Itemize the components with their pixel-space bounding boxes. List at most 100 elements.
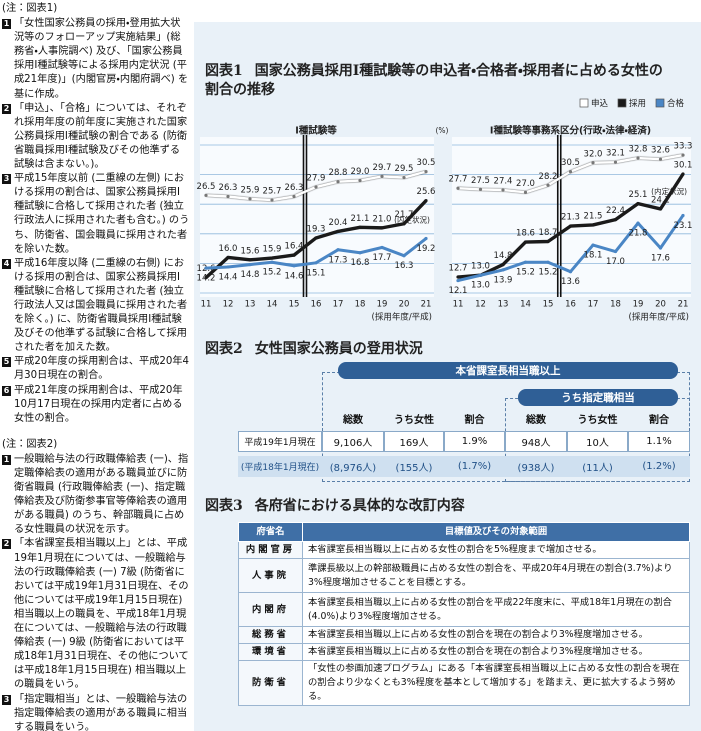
x-tick-label: 18	[355, 300, 366, 310]
x-tick-label: 13	[245, 300, 256, 310]
subgroup-banner: うち指定職相当	[518, 389, 678, 406]
legend-swatch	[579, 98, 589, 108]
data-label: 29.5	[395, 164, 414, 174]
notes-figure2: (注：図表2) 1 一般職給与法の行政職俸給表 (一)、指定職俸給表の適用がある職員…	[2, 438, 190, 731]
data-label: 22.4	[606, 206, 625, 216]
point	[314, 236, 318, 240]
charts: 申込 採用 合格 Ⅰ種試験等 (%) 11 12 13 14 15 16 17 18 19 20 21 (採用年…	[197, 98, 693, 323]
data-label: 20.4	[329, 218, 348, 228]
table-row: 内閣府 本省課室長相当職以上に占める女性の割合を平成22年度末に、平成18年1月現…	[238, 592, 690, 627]
notes-figure1: (注：図表1) 1 「女性国家公務員の採用・登用拡大状況等のフォローアップ実施結果」…	[2, 2, 190, 426]
point	[636, 202, 640, 206]
table-row: 内閣官房 本省課室長相当職以上に占める女性の割合を5%程度まで増加させる。	[238, 541, 690, 559]
ministry-name: 環境省	[238, 643, 303, 661]
column-header: 総数	[526, 414, 546, 426]
point	[591, 161, 595, 165]
note-item: 1 「女性国家公務員の採用・登用拡大状況等のフォローアップ実施結果」(総務省・人事…	[2, 17, 190, 102]
point	[204, 276, 208, 280]
data-label: 18.1	[584, 251, 603, 261]
ministry-name: 総務省	[238, 626, 303, 644]
table-cell: 9,106人	[322, 431, 384, 452]
note-number: 6	[2, 385, 11, 396]
point	[204, 266, 208, 270]
point	[681, 213, 685, 218]
x-tick-label: 11	[453, 300, 464, 310]
annotation: (内定状況)	[651, 186, 687, 196]
target-text: 本省課室長相当職以上に占める女性の割合を現在の割合より3%程度増加させる。	[302, 626, 690, 644]
point	[568, 170, 573, 174]
data-label: 14.8	[241, 270, 260, 280]
data-label: 30.5	[561, 158, 580, 168]
column-header: 割合	[464, 414, 485, 426]
point	[591, 243, 595, 247]
plot-area	[200, 137, 434, 297]
note-number: 4	[2, 258, 11, 269]
figure2-heading: 図表2 女性国家公務員の登用状況	[205, 338, 423, 358]
data-label: 19.3	[307, 224, 326, 234]
point	[226, 265, 230, 269]
x-tick-label: 19	[633, 300, 644, 310]
data-label: 15.2	[539, 268, 558, 278]
table3: 府省名 目標値及びその対象範囲 内閣官房 本省課室長相当職以上に占める女性の割合を5%…	[238, 522, 690, 706]
data-label: 21.8	[629, 229, 648, 239]
x-tick-label: 14	[520, 300, 531, 310]
point	[501, 188, 505, 192]
note-item: 3 「指定職相当」とは、一般職給与法の指定職俸給表の適用がある職員に相当する職員を…	[2, 693, 190, 731]
data-label: 14.2	[197, 274, 216, 284]
table-cell: (155人)	[384, 456, 444, 477]
note-text: 「指定職相当」とは、一般職給与法の指定職俸給表の適用がある職員に相当する職員をい…	[14, 693, 188, 731]
table-cell: (1.2%)	[628, 456, 690, 477]
point	[613, 217, 618, 222]
note-item: 5 平成20年度の採用割合は、平成20年4月30日現在の割合。	[2, 355, 190, 383]
table-cell: 1.1%	[628, 431, 690, 452]
notes-heading: (注：図表1)	[2, 3, 58, 14]
point	[456, 186, 460, 190]
data-label: 21.5	[584, 211, 603, 221]
data-label: 26.3	[285, 183, 304, 193]
x-tick-label: 13	[498, 300, 509, 310]
note-number: 3	[2, 694, 11, 705]
data-label: 16.3	[395, 261, 414, 271]
note-item: 1 一般職給与法の行政職俸給表 (一)、指定職俸給表の適用がある職員並びに防衛省職…	[2, 453, 190, 538]
note-text: 「申込」、「合格」については、それぞれ採用年度の前年度に実施された国家公務員採用…	[14, 102, 188, 171]
data-label: 27.4	[494, 176, 513, 186]
note-text: 「本省課室長相当職以上」とは、平成19年1月現在については、一般職給与法の行政職…	[14, 538, 189, 691]
ministry-name: 内閣府	[238, 592, 303, 627]
note-text: 平成16年度以降 (二重線の右側) における採用の割合は、国家公務員採用Ⅰ種試験…	[14, 257, 188, 354]
data-label: 14.4	[219, 272, 238, 282]
table-cell: (8,976人)	[322, 456, 384, 477]
data-label: 13.0	[471, 281, 490, 291]
x-tick-label: 12	[475, 300, 486, 310]
point	[402, 222, 406, 226]
notes: (注：図表1) 1 「女性国家公務員の採用・登用拡大状況等のフォローアップ実施結果」…	[2, 2, 190, 731]
point	[456, 278, 460, 283]
point	[658, 207, 663, 211]
figure-label: 図表3	[205, 498, 243, 514]
column-header: 総数	[343, 414, 363, 426]
point	[478, 187, 483, 191]
annotation: (内定状況)	[394, 215, 430, 225]
note-item: 6 平成21年度の採用割合は、平成20年10月17日現在の採用内定者に占める女性の…	[2, 384, 190, 426]
data-label: 26.5	[197, 182, 216, 192]
note-number: 1	[2, 454, 11, 465]
data-label: 16.0	[219, 244, 238, 254]
point	[591, 223, 595, 227]
point	[402, 254, 406, 258]
point	[424, 199, 428, 203]
target-text: 本省課室長相当職以上に占める女性の割合を平成22年度末に、平成18年1月現在の割…	[302, 592, 690, 627]
data-label: 32.6	[651, 146, 670, 156]
point	[204, 193, 208, 197]
point	[270, 260, 274, 264]
figure-label: 図表2	[205, 341, 243, 357]
data-label: 27.9	[307, 174, 326, 184]
point	[523, 240, 528, 244]
point	[658, 157, 663, 161]
note-text: 一般職給与法の行政職俸給表 (一)、指定職俸給表の適用がある職員並びに防衛省職員…	[14, 453, 189, 536]
target-text: 本省課室長相当職以上に占める女性の割合を5%程度まで増加させる。	[302, 541, 690, 559]
chart-title: Ⅰ種試験等事務系区分(行政・法律・経済)	[490, 125, 651, 137]
data-label: 18.6	[516, 229, 535, 239]
note-item: 4 平成16年度以降 (二重線の右側) における採用の割合は、国家公務員採用Ⅰ種試…	[2, 257, 190, 356]
figure3-heading: 図表3 各府省における具体的な改訂内容	[205, 495, 465, 515]
table-cell: 1.9%	[444, 431, 505, 452]
point	[248, 258, 252, 262]
